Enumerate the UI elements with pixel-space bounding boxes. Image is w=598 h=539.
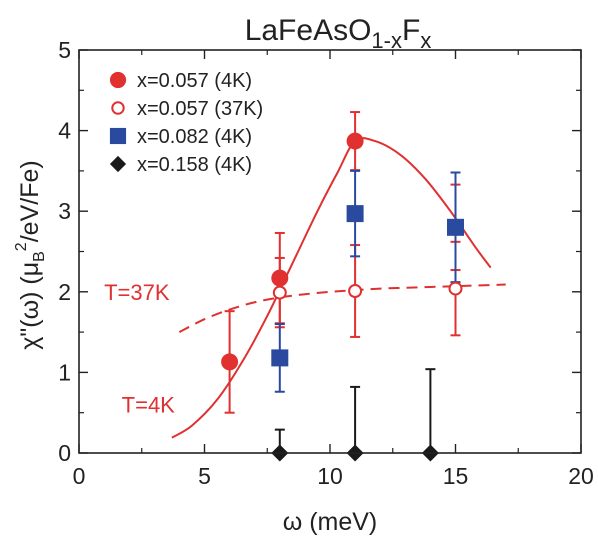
curve-label: T=37K xyxy=(104,280,170,305)
legend-marker xyxy=(111,101,125,115)
data-point xyxy=(447,218,464,236)
data-point xyxy=(271,349,289,367)
data-point xyxy=(448,281,463,296)
y-tick-label: 0 xyxy=(58,440,71,466)
x-tick-label: 10 xyxy=(317,463,343,489)
plot-frame xyxy=(78,49,582,454)
y-tick-label: 2 xyxy=(58,279,71,305)
ylabel-post: /eV/Fe) xyxy=(16,160,44,242)
chart-title: LaFeAsO1-xFx xyxy=(245,14,432,53)
x-tick-label: 15 xyxy=(443,463,469,489)
y-tick-label: 1 xyxy=(58,359,71,385)
legend-label: x=0.057 (37K) xyxy=(137,98,263,120)
title-mid: F xyxy=(402,14,420,47)
title-main: LaFeAsO xyxy=(245,14,372,47)
data-point xyxy=(346,205,364,223)
legend-marker xyxy=(109,155,127,173)
legend-label: x=0.082 (4K) xyxy=(137,126,252,148)
data-point xyxy=(348,283,363,298)
legend-marker xyxy=(109,127,127,145)
fit-curve-4k xyxy=(171,137,492,439)
y-axis-label: χ"(ω) (μB2/eV/Fe) xyxy=(13,160,48,349)
legend-label: x=0.057 (4K) xyxy=(137,70,252,92)
ylabel-sub: B xyxy=(31,251,48,262)
curve-label: T=4K xyxy=(122,393,176,418)
x-tick-label: 20 xyxy=(568,463,594,489)
data-point xyxy=(271,269,289,287)
title-sub2: x xyxy=(420,28,431,53)
x-tick-label: 5 xyxy=(198,463,211,489)
x-axis-label: ω (meV) xyxy=(283,508,378,536)
x-tick-label: 0 xyxy=(73,463,86,489)
legend-marker xyxy=(109,71,127,89)
y-tick-label: 5 xyxy=(58,37,71,63)
y-tick-label: 3 xyxy=(58,198,71,224)
data-point xyxy=(221,353,239,371)
ylabel-pre: χ"(ω) (μ xyxy=(16,262,44,350)
y-tick-label: 4 xyxy=(58,118,71,144)
data-point xyxy=(346,132,364,150)
legend-label: x=0.158 (4K) xyxy=(137,154,252,176)
data-point xyxy=(272,285,287,300)
ylabel-sup: 2 xyxy=(13,242,30,251)
title-sub1: 1-x xyxy=(371,28,402,53)
